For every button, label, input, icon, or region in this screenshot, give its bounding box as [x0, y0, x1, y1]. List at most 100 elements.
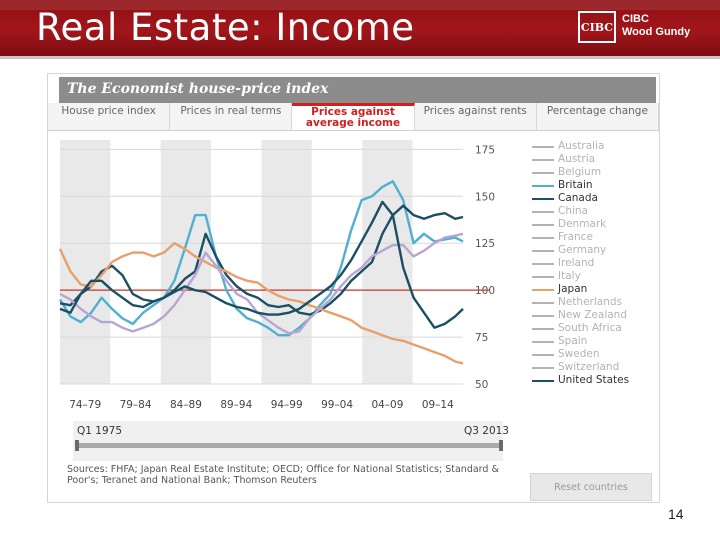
legend-swatch — [532, 146, 554, 148]
legend-swatch — [532, 185, 554, 187]
period-band — [261, 140, 312, 384]
range-track[interactable] — [77, 443, 503, 448]
legend-label: Australia — [558, 140, 605, 152]
legend-item-switzerland[interactable]: Switzerland — [528, 361, 656, 374]
legend-item-austria[interactable]: Austria — [528, 153, 656, 166]
country-legend: Australia Austria Belgium Britain Canada Chin… — [528, 140, 656, 387]
legend-item-canada[interactable]: Canada — [528, 192, 656, 205]
legend-item-britain[interactable]: Britain — [528, 179, 656, 192]
reset-countries-button[interactable]: Reset countries — [530, 473, 652, 501]
legend-item-australia[interactable]: Australia — [528, 140, 656, 153]
legend-label: France — [558, 231, 593, 243]
tab-percentage-change[interactable]: Percentage change — [536, 103, 660, 130]
legend-swatch — [532, 263, 554, 265]
range-start-handle[interactable] — [75, 440, 79, 451]
range-end-handle[interactable] — [499, 440, 503, 451]
legend-item-united-states[interactable]: United States — [528, 374, 656, 387]
series-line-britain — [58, 180, 464, 337]
period-band — [311, 140, 363, 384]
legend-item-sweden[interactable]: Sweden — [528, 348, 656, 361]
legend-swatch — [532, 159, 554, 161]
legend-item-italy[interactable]: Italy — [528, 270, 656, 283]
logo-line-1: CIBC — [622, 13, 649, 25]
tab-prices-against-rents[interactable]: Prices against rents — [414, 103, 537, 130]
period-band — [362, 140, 413, 384]
period-label: 94–99 — [271, 399, 303, 411]
legend-label: South Africa — [558, 322, 622, 334]
legend-label: Denmark — [558, 218, 607, 230]
period-label: 84–89 — [170, 399, 202, 411]
y-tick-label: 50 — [475, 379, 488, 391]
legend-swatch — [532, 211, 554, 213]
period-label: 99–04 — [321, 399, 353, 411]
slide-title: Real Estate: Income — [36, 6, 415, 49]
price-income-chart: Long-term average 100507510012515017574–… — [58, 140, 495, 411]
legend-label: Japan — [558, 283, 588, 295]
legend-item-south-africa[interactable]: South Africa — [528, 322, 656, 335]
legend-label: Sweden — [558, 348, 600, 360]
slide-header: Real Estate: Income CIBC CIBC Wood Gundy — [0, 0, 720, 56]
legend-swatch — [532, 224, 554, 226]
legend-swatch — [532, 341, 554, 343]
legend-item-ireland[interactable]: Ireland — [528, 257, 656, 270]
legend-swatch — [532, 237, 554, 239]
range-end-label: Q3 2013 — [463, 425, 509, 437]
header-shine — [0, 0, 720, 10]
y-tick-label: 75 — [475, 332, 488, 344]
range-start-label: Q1 1975 — [77, 425, 123, 437]
legend-swatch — [532, 380, 554, 382]
period-label: 04–09 — [371, 399, 403, 411]
header-divider — [0, 56, 720, 59]
legend-item-new-zealand[interactable]: New Zealand — [528, 309, 656, 322]
period-label: 09–14 — [422, 399, 454, 411]
series-line-canada — [59, 204, 464, 316]
legend-item-belgium[interactable]: Belgium — [528, 166, 656, 179]
period-band — [412, 140, 463, 384]
tab-prices-against-income[interactable]: Prices against average income — [292, 103, 415, 130]
cibc-logo: CIBC CIBC Wood Gundy — [578, 11, 698, 43]
tab-prices-real-terms[interactable]: Prices in real terms — [170, 103, 293, 130]
legend-item-netherlands[interactable]: Netherlands — [528, 296, 656, 309]
legend-swatch — [532, 198, 554, 200]
legend-label: New Zealand — [558, 309, 627, 321]
period-label: 79–84 — [120, 399, 152, 411]
legend-label: Italy — [558, 270, 581, 282]
legend-swatch — [532, 172, 554, 174]
legend-item-germany[interactable]: Germany — [528, 244, 656, 257]
cibc-logo-text: CIBC Wood Gundy — [622, 13, 690, 39]
legend-item-france[interactable]: France — [528, 231, 656, 244]
y-tick-label: 100 — [475, 285, 495, 297]
legend-label: Belgium — [558, 166, 602, 178]
logo-line-2: Wood Gundy — [622, 26, 691, 38]
legend-swatch — [532, 328, 554, 330]
legend-swatch — [532, 302, 554, 304]
sources-note: Sources: FHFA; Japan Real Estate Institu… — [67, 464, 499, 486]
legend-label: Germany — [558, 244, 607, 256]
tab-house-price-index[interactable]: House price index — [48, 103, 171, 130]
legend-item-china[interactable]: China — [528, 205, 656, 218]
tab-bar: House price index Prices in real terms P… — [48, 103, 660, 131]
y-tick-label: 175 — [475, 144, 495, 156]
period-label: 89–94 — [220, 399, 252, 411]
period-label: 74–79 — [69, 399, 101, 411]
period-band — [160, 140, 212, 384]
legend-swatch — [532, 315, 554, 317]
slide-number: 14 — [668, 506, 684, 522]
legend-item-spain[interactable]: Spain — [528, 335, 656, 348]
legend-swatch — [532, 250, 554, 252]
period-band — [110, 140, 161, 384]
legend-item-denmark[interactable]: Denmark — [528, 218, 656, 231]
y-tick-label: 125 — [475, 238, 495, 250]
legend-label: Switzerland — [558, 361, 620, 373]
house-price-widget: The Economist house-price index House pr… — [47, 73, 660, 503]
date-range-slider[interactable]: Q1 1975 Q3 2013 — [73, 421, 509, 461]
legend-label: Ireland — [558, 257, 595, 269]
legend-label: Britain — [558, 179, 593, 191]
legend-label: China — [558, 205, 588, 217]
legend-item-japan[interactable]: Japan — [528, 283, 656, 296]
legend-label: Spain — [558, 335, 588, 347]
series-line-japan — [58, 242, 464, 365]
legend-swatch — [532, 354, 554, 356]
legend-swatch — [532, 289, 554, 291]
widget-title: The Economist house-price index — [59, 77, 656, 103]
